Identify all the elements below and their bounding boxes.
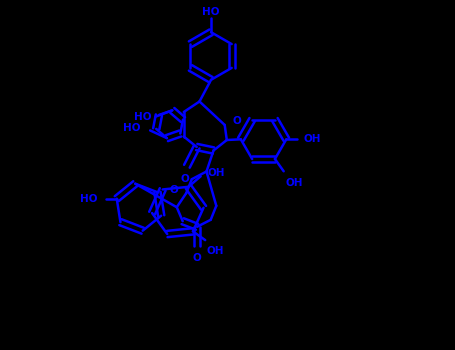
Text: O: O bbox=[233, 117, 241, 126]
Text: HO: HO bbox=[202, 7, 220, 17]
Text: OH: OH bbox=[207, 168, 225, 178]
Text: O: O bbox=[181, 174, 190, 184]
Text: OH: OH bbox=[304, 134, 321, 144]
Text: HO: HO bbox=[135, 112, 152, 122]
Text: OH: OH bbox=[285, 178, 303, 188]
Text: HO: HO bbox=[80, 194, 97, 204]
Text: O: O bbox=[192, 253, 202, 263]
Text: O: O bbox=[170, 186, 178, 195]
Text: HO: HO bbox=[123, 123, 141, 133]
Text: OH: OH bbox=[207, 246, 224, 256]
